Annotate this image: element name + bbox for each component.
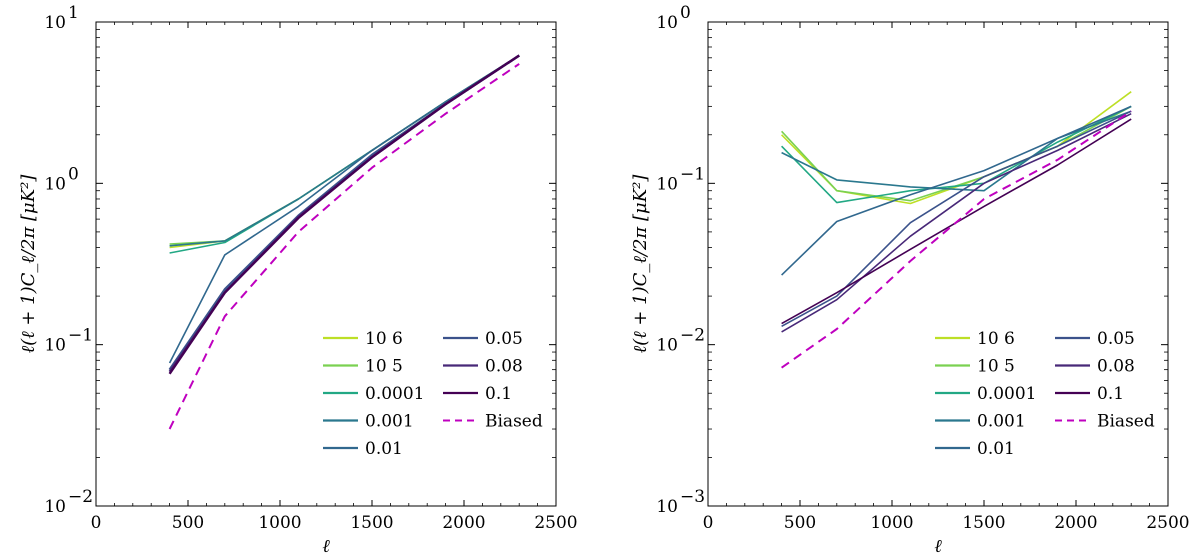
y-tick-label: 10 [44, 336, 66, 356]
legend-label: 0.1 [1097, 384, 1124, 404]
y-tick-exponent: 0 [68, 164, 79, 184]
x-tick-label: 1000 [870, 513, 913, 533]
y-tick-exponent: −1 [680, 164, 705, 184]
series-line-0.08 [168, 54, 520, 373]
series-line-0.001 [169, 54, 520, 247]
legend-label: 0.0001 [365, 384, 424, 404]
y-tick-label: 10 [656, 336, 678, 356]
x-tick-label: 2500 [1146, 513, 1189, 533]
x-tick-label: 0 [91, 513, 102, 533]
legend-label: 0.05 [485, 329, 523, 349]
y-tick-label: 10 [44, 174, 66, 194]
legend-label: 10 5 [365, 357, 403, 377]
legend-label: 0.08 [1097, 357, 1135, 377]
y-axis-label: ℓ(ℓ + 1)C_ℓ/2π [μK²] [18, 174, 39, 354]
legend-label: 0.0001 [977, 384, 1036, 404]
legend-label: 0.001 [977, 412, 1026, 432]
series-line-0.01 [168, 54, 520, 364]
series-line-0.08 [781, 112, 1132, 333]
y-axis-label: ℓ(ℓ + 1)C_ℓ/2π [μK²] [630, 174, 651, 354]
series-line-0.0001 [781, 105, 1132, 204]
y-tick-label: 10 [44, 497, 66, 517]
legend-label: Biased [485, 412, 543, 432]
y-tick-exponent: 1 [68, 3, 79, 23]
y-tick-exponent: 0 [680, 3, 691, 23]
legend-label: Biased [1097, 412, 1155, 432]
y-tick-label: 10 [44, 13, 66, 33]
series-line-0.1 [168, 54, 520, 375]
y-tick-label: 10 [656, 174, 678, 194]
legend-label: 0.001 [365, 412, 414, 432]
series-line-0.0001 [169, 54, 520, 254]
series-line-Biased [168, 63, 520, 430]
series-line-0.1 [781, 118, 1132, 325]
x-tick-label: 2500 [534, 513, 577, 533]
y-tick-exponent: −1 [68, 326, 93, 346]
series-line-10⁻⁶ [169, 54, 520, 249]
legend-label: 0.01 [977, 439, 1015, 459]
legend-label: 10 6 [365, 329, 403, 349]
series-line-0.01 [781, 105, 1132, 276]
x-tick-label: 0 [703, 513, 714, 533]
x-tick-label: 2000 [442, 513, 485, 533]
x-tick-label: 500 [172, 513, 204, 533]
series-line-10⁻⁵ [169, 54, 520, 245]
x-tick-label: 1500 [350, 513, 393, 533]
plot-frame [707, 21, 1169, 507]
legend-label: 10 5 [977, 357, 1015, 377]
legend-label: 0.01 [365, 439, 403, 459]
legend-label: 10 6 [977, 329, 1015, 349]
x-tick-label: 1000 [258, 513, 301, 533]
series-line-Biased [781, 110, 1132, 369]
y-tick-exponent: −2 [68, 487, 93, 507]
legend-label: 0.05 [1097, 329, 1135, 349]
legend-label: 0.1 [485, 384, 512, 404]
x-axis-label: ℓ [322, 536, 330, 557]
x-tick-label: 500 [784, 513, 816, 533]
legend-label: 0.08 [485, 357, 523, 377]
y-tick-label: 10 [656, 13, 678, 33]
y-tick-label: 10 [656, 497, 678, 517]
y-tick-exponent: −2 [680, 326, 705, 346]
x-axis-label: ℓ [934, 536, 942, 557]
y-tick-exponent: −3 [680, 487, 705, 507]
x-tick-label: 1500 [962, 513, 1005, 533]
plot-frame [95, 21, 557, 507]
series-line-0.05 [781, 110, 1132, 328]
series-line-0.05 [168, 54, 520, 371]
x-tick-label: 2000 [1054, 513, 1097, 533]
